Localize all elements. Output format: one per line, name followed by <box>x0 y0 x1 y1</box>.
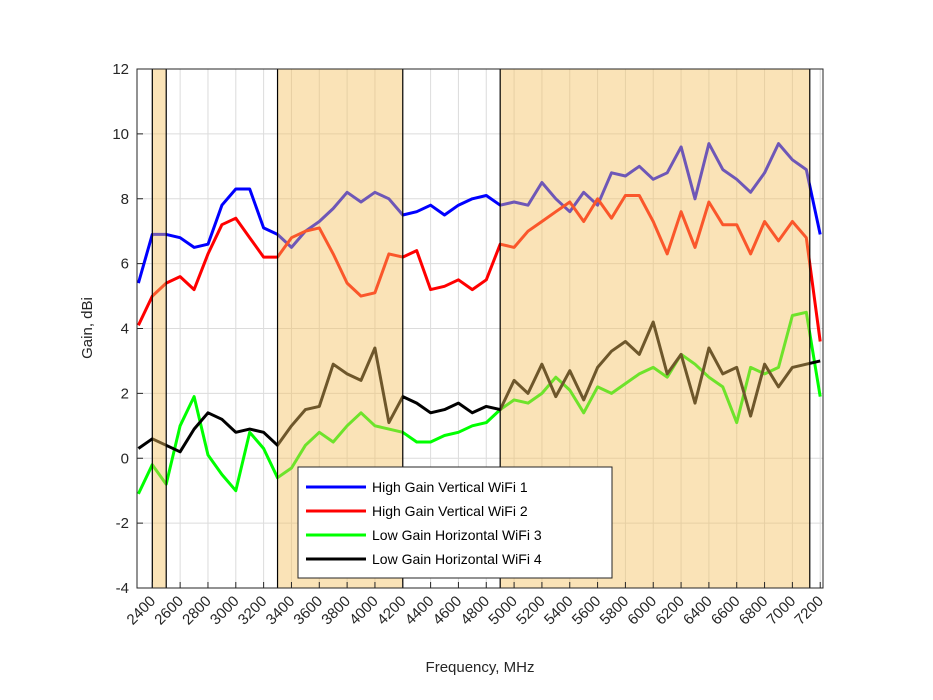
series-line <box>137 310 822 495</box>
x-tick-label: 3600 <box>290 593 326 629</box>
x-tick-label: 6000 <box>624 593 660 629</box>
y-tick-label: 0 <box>121 450 129 467</box>
x-tick-label: 7000 <box>764 593 800 629</box>
x-tick-label: 5000 <box>485 593 521 629</box>
legend-label: Low Gain Horizontal WiFi 3 <box>372 527 542 543</box>
x-tick-label: 5200 <box>513 593 549 629</box>
band <box>152 69 167 588</box>
x-tick-label: 3200 <box>235 593 271 629</box>
y-tick-label: 6 <box>121 256 129 273</box>
x-tick-label: 6200 <box>652 593 688 629</box>
x-tick-label: 5600 <box>569 593 605 629</box>
x-tick-label: 3800 <box>318 593 354 629</box>
x-tick-label: 6800 <box>736 593 772 629</box>
x-tick-label: 5800 <box>597 593 633 629</box>
x-tick-label: 4000 <box>346 593 382 629</box>
x-tick-label: 6600 <box>708 593 744 629</box>
series-line <box>136 142 822 284</box>
x-tick-label: 5400 <box>541 593 577 629</box>
series-line <box>137 320 821 454</box>
x-tick-label: 3400 <box>263 593 299 629</box>
y-tick-label: 8 <box>121 191 129 208</box>
y-tick-label: 10 <box>112 126 129 143</box>
y-tick-label: -2 <box>116 515 129 532</box>
x-tick-label: 4400 <box>402 593 438 629</box>
x-tick-label: 4600 <box>430 593 466 629</box>
series-line <box>137 194 822 342</box>
legend-label: Low Gain Horizontal WiFi 4 <box>372 551 542 567</box>
x-tick-label: 3000 <box>207 593 243 629</box>
y-axis-label: Gain, dBi <box>79 297 96 359</box>
legend: High Gain Vertical WiFi 1 High Gain Verti… <box>297 466 613 579</box>
x-tick-label: 4800 <box>457 593 493 629</box>
y-tick-label: 2 <box>121 385 129 402</box>
x-tick-label: 2400 <box>124 593 160 629</box>
x-tick-label: 6400 <box>680 593 716 629</box>
x-tick-label: 2800 <box>179 593 215 629</box>
x-tick-label: 4200 <box>374 593 410 629</box>
y-tick-label: -4 <box>116 580 129 597</box>
y-tick-label: 12 <box>112 61 129 78</box>
y-tick-label: 4 <box>121 321 129 338</box>
x-tick-label: 2600 <box>151 593 187 629</box>
x-tick-label: 7200 <box>791 593 827 629</box>
x-axis-label: Frequency, MHz <box>426 659 535 676</box>
legend-label: High Gain Vertical WiFi 2 <box>372 503 528 519</box>
legend-label: High Gain Vertical WiFi 1 <box>372 479 528 495</box>
